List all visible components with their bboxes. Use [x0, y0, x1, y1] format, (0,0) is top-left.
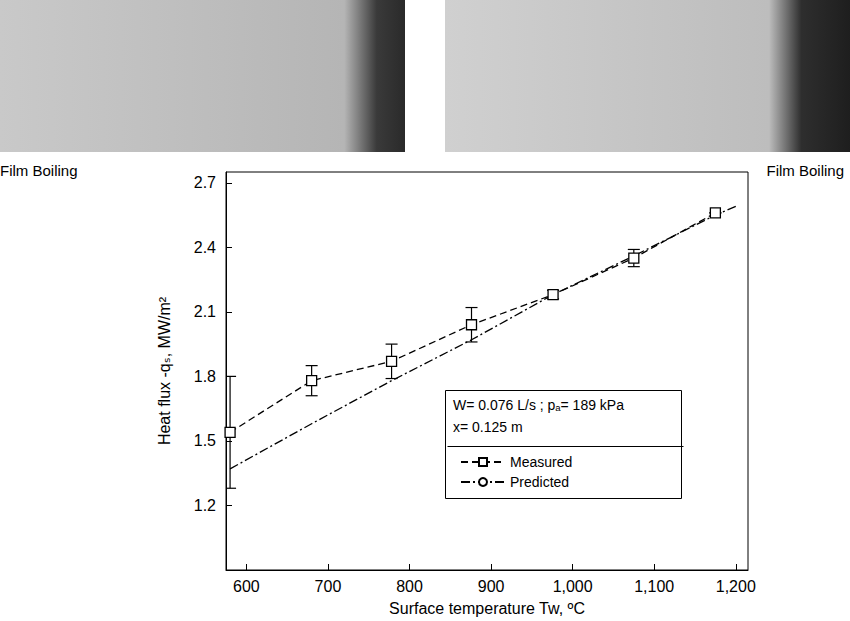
- svg-text:800: 800: [396, 578, 423, 595]
- svg-text:1,100: 1,100: [634, 578, 674, 595]
- svg-text:2.1: 2.1: [194, 303, 216, 320]
- svg-text:1,200: 1,200: [716, 578, 756, 595]
- svg-text:2.4: 2.4: [194, 239, 216, 256]
- svg-text:Surface temperature Tw, ºC: Surface temperature Tw, ºC: [389, 600, 585, 617]
- svg-text:1.5: 1.5: [194, 432, 216, 449]
- svg-text:Heat flux -qₛ, MW/m²: Heat flux -qₛ, MW/m²: [156, 296, 173, 445]
- svg-text:900: 900: [478, 578, 505, 595]
- svg-text:W= 0.076 L/s ; pₐ= 189 kPa: W= 0.076 L/s ; pₐ= 189 kPa: [453, 397, 624, 413]
- svg-text:1.8: 1.8: [194, 368, 216, 385]
- svg-text:Predicted: Predicted: [510, 474, 569, 490]
- svg-text:Film Boiling: Film Boiling: [0, 162, 78, 179]
- svg-text:Measured: Measured: [510, 454, 572, 470]
- svg-text:Film Boiling: Film Boiling: [766, 162, 844, 179]
- svg-text:600: 600: [233, 578, 260, 595]
- svg-text:1,000: 1,000: [553, 578, 593, 595]
- svg-text:2.7: 2.7: [194, 174, 216, 191]
- svg-text:x= 0.125 m: x= 0.125 m: [453, 419, 523, 435]
- svg-text:1.2: 1.2: [194, 497, 216, 514]
- svg-text:700: 700: [315, 578, 342, 595]
